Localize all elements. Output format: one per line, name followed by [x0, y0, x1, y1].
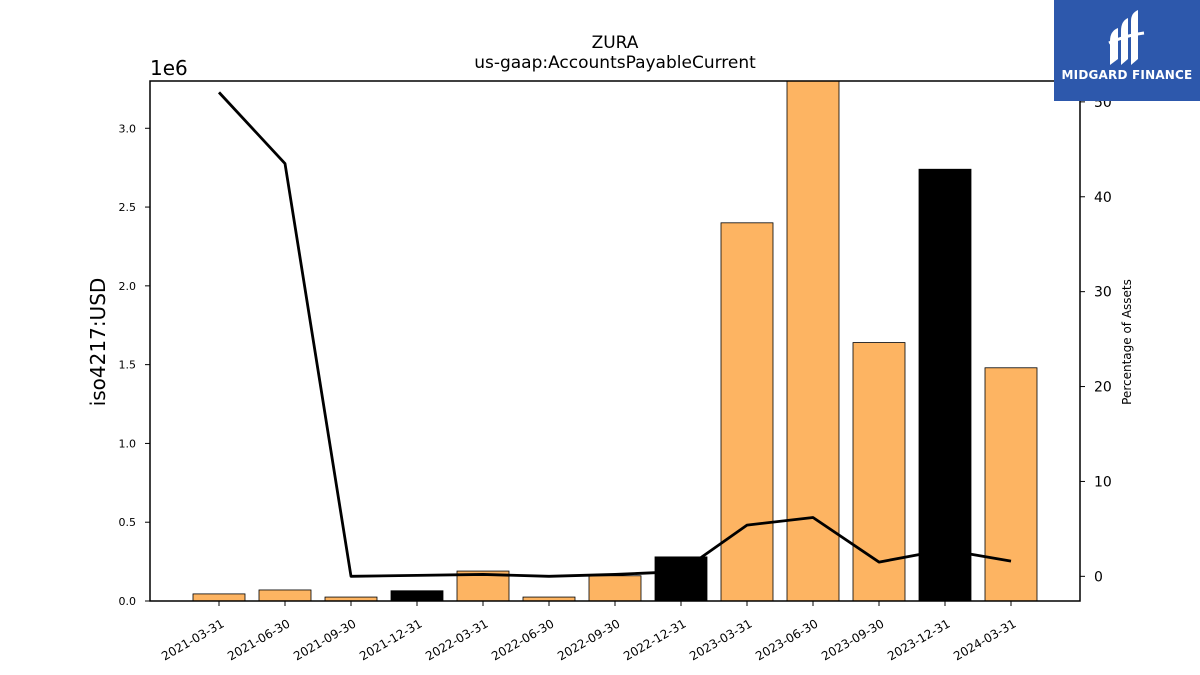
y2-tick-label: 0 [1094, 569, 1103, 585]
y2-axis-label: Percentage of Assets [1120, 279, 1134, 405]
bar [918, 168, 972, 602]
x-tick-label: 2021-12-31 [357, 616, 424, 663]
line-series [217, 91, 1012, 578]
bar [258, 589, 312, 602]
midgard-logo: MIDGARD FINANCE [1054, 0, 1200, 101]
y2-tick-label: 20 [1094, 380, 1112, 396]
y-tick-label: 1.0 [119, 437, 137, 450]
y2-tick-label: 10 [1094, 474, 1112, 490]
x-tick-label: 2021-06-30 [225, 616, 292, 663]
x-tick-label: 2021-09-30 [291, 616, 358, 663]
x-tick-label: 2024-03-31 [951, 616, 1018, 663]
bar [390, 590, 444, 602]
x-tick-label: 2023-03-31 [687, 616, 754, 663]
x-tick-label: 2023-09-30 [819, 616, 886, 663]
bar [588, 575, 642, 602]
y-axis-label: iso4217:USD [86, 278, 110, 407]
bar [720, 222, 774, 602]
y-tick-label: 2.0 [119, 280, 137, 293]
y-offset-label: 1e6 [150, 56, 188, 80]
logo-text: MIDGARD FINANCE [1061, 68, 1193, 82]
y-tick-label: 3.0 [119, 122, 137, 135]
y-tick-label: 2.5 [119, 201, 137, 214]
plot-frame [149, 80, 1081, 602]
bar [984, 367, 1038, 602]
bar [192, 593, 246, 602]
percentage-line [217, 91, 1012, 578]
x-tick-label: 2022-12-31 [621, 616, 688, 663]
midgard-logo-icon [1108, 10, 1145, 65]
bar [786, 80, 840, 602]
y-tick-label: 1.5 [119, 359, 137, 372]
x-tick-label: 2023-06-30 [753, 616, 820, 663]
y-tick-label: 0.5 [119, 516, 137, 529]
chart-title: ZURA [592, 33, 639, 53]
chart-subtitle: us-gaap:AccountsPayableCurrent [474, 53, 756, 73]
x-tick-label: 2022-03-31 [423, 616, 490, 663]
bar-series [192, 80, 1038, 602]
x-tick-label: 2022-09-30 [555, 616, 622, 663]
y-tick-label: 0.0 [119, 595, 137, 608]
x-tick-label: 2023-12-31 [885, 616, 952, 663]
bar [654, 556, 708, 602]
x-tick-label: 2021-03-31 [159, 616, 226, 663]
y2-tick-label: 30 [1094, 285, 1112, 301]
y2-tick-label: 40 [1094, 190, 1112, 206]
x-tick-label: 2022-06-30 [489, 616, 556, 663]
